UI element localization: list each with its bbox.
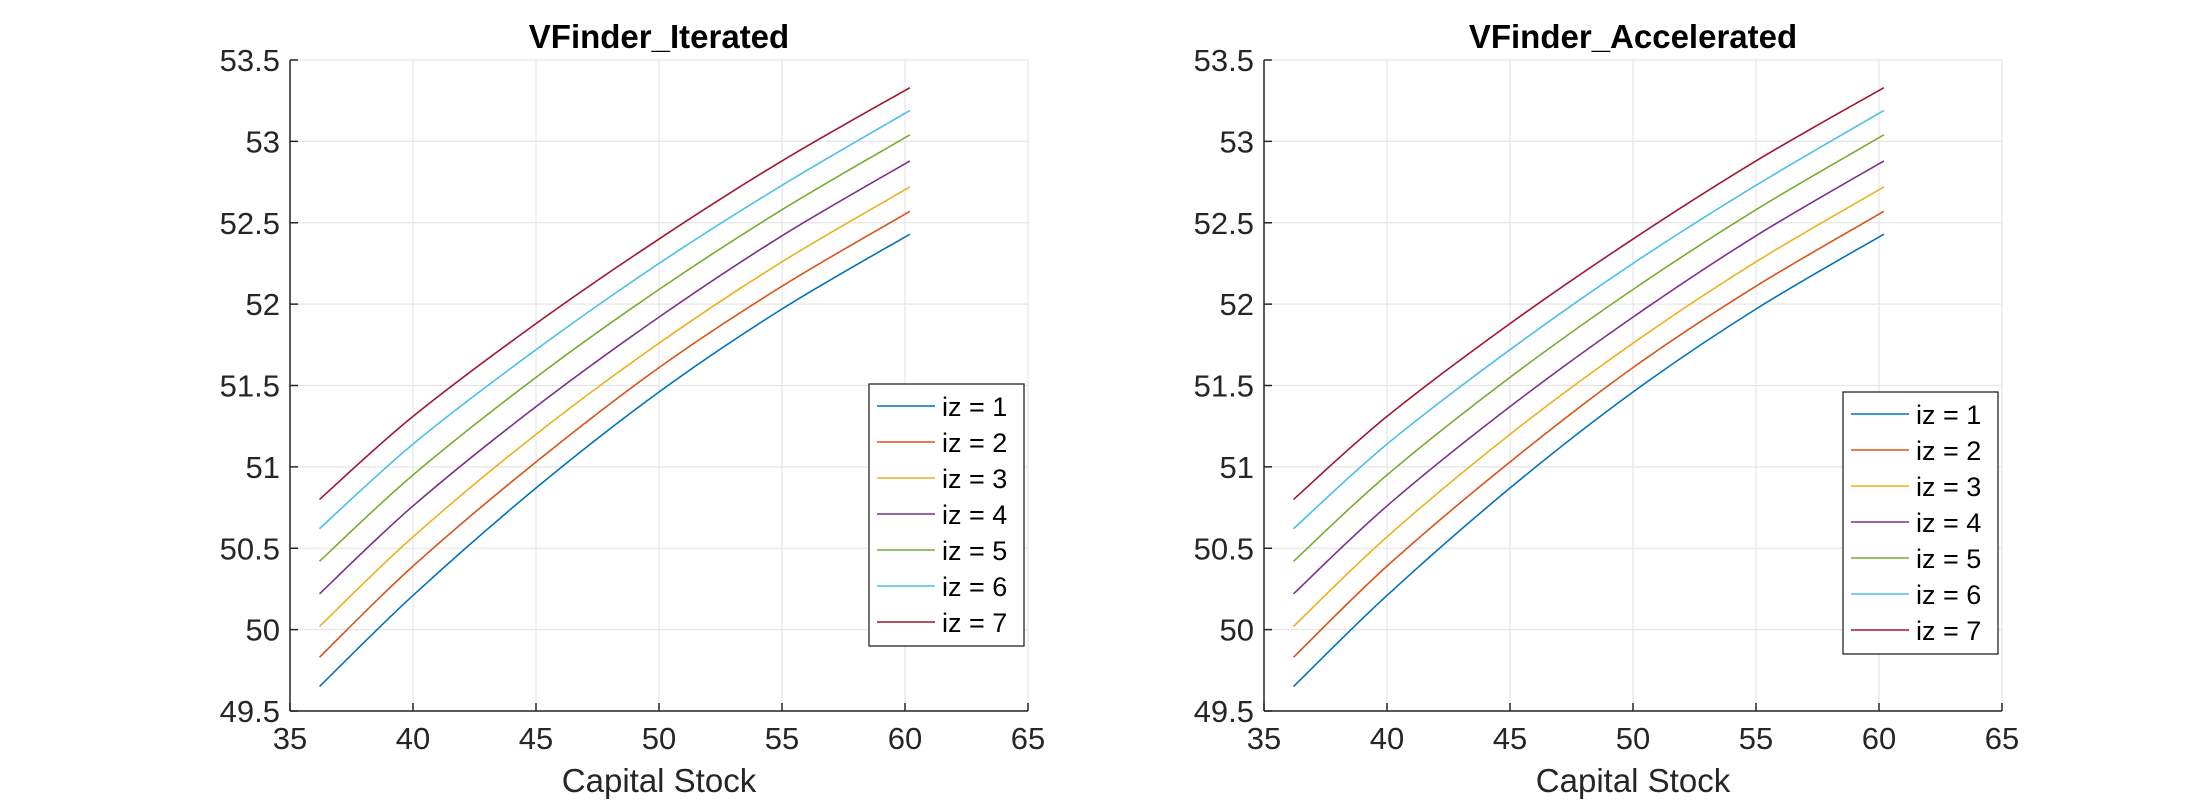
- series-line-iz-2: [1292, 210, 1885, 658]
- series-line-iz-3: [318, 186, 911, 627]
- y-tick-label: 51.5: [220, 369, 280, 404]
- legend-label: iz = 2: [942, 428, 1007, 458]
- series-line-iz-1: [318, 233, 911, 688]
- legend-label: iz = 1: [1916, 400, 1981, 430]
- series-line-iz-6: [1292, 109, 1885, 530]
- legend-label: iz = 6: [1916, 580, 1981, 610]
- y-tick-label: 52: [246, 287, 280, 322]
- y-tick-label: 53.5: [1194, 43, 1254, 78]
- legend: iz = 1 iz = 2 iz = 3 iz = 4 iz = 5 iz = 6 iz =…: [1842, 391, 1999, 655]
- y-tick-label: 51: [1220, 450, 1254, 485]
- y-tick-label: 50.5: [1194, 531, 1254, 566]
- series-line-iz-5: [318, 134, 911, 562]
- x-tick-label: 45: [519, 721, 553, 756]
- legend-label: iz = 7: [942, 608, 1007, 638]
- chart-panel-2: 35 40 45 50 55 60 65 49.5 50 50.5 51 51.5 52 52.5 53 53…: [1194, 18, 2020, 799]
- x-tick-label: 50: [642, 721, 676, 756]
- x-tick-label: 55: [765, 721, 799, 756]
- series-line-iz-4: [1292, 160, 1885, 595]
- legend-box: [1842, 391, 1999, 655]
- legend-label: iz = 6: [942, 572, 1007, 602]
- x-tick-label: 50: [1616, 721, 1650, 756]
- y-tick-label: 52.5: [1194, 206, 1254, 241]
- y-tick-label: 50: [1220, 613, 1254, 648]
- x-tick-label: 40: [396, 721, 430, 756]
- y-tick-label: 52: [1220, 287, 1254, 322]
- series-line-iz-5: [1292, 134, 1885, 562]
- y-tick-label: 51: [246, 450, 280, 485]
- legend-label: iz = 1: [942, 392, 1007, 422]
- x-tick-label: 55: [1739, 721, 1773, 756]
- y-tick-label: 53: [246, 124, 280, 159]
- chart-panel-1: 35 40 45 50 55 60 65 49.5 50 50.5 51 51.5 52 52.5 53 53…: [220, 18, 1046, 799]
- x-axis-label: Capital Stock: [1536, 762, 1731, 799]
- legend-label: iz = 3: [942, 464, 1007, 494]
- x-tick-label: 45: [1493, 721, 1527, 756]
- series-line-iz-3: [1292, 186, 1885, 627]
- x-tick-label: 60: [1862, 721, 1896, 756]
- x-tick-label: 35: [1247, 721, 1281, 756]
- series-line-iz-2: [318, 210, 911, 658]
- x-tick-label: 35: [273, 721, 307, 756]
- y-tick-label: 51.5: [1194, 369, 1254, 404]
- y-tick-label: 49.5: [1194, 694, 1254, 729]
- series-line-iz-7: [1292, 86, 1885, 501]
- legend-box: [868, 383, 1025, 647]
- y-tick-label: 52.5: [220, 206, 280, 241]
- y-tick-label: 53: [1220, 124, 1254, 159]
- x-tick-label: 60: [888, 721, 922, 756]
- legend-label: iz = 7: [1916, 616, 1981, 646]
- legend-label: iz = 2: [1916, 436, 1981, 466]
- chart-title: VFinder_Accelerated: [1469, 18, 1797, 55]
- y-tick-label: 50: [246, 613, 280, 648]
- chart-title: VFinder_Iterated: [529, 18, 789, 55]
- y-tick-label: 53.5: [220, 43, 280, 78]
- x-tick-label: 65: [1011, 721, 1045, 756]
- series-line-iz-1: [1292, 233, 1885, 688]
- legend-label: iz = 5: [942, 536, 1007, 566]
- series-line-iz-4: [318, 160, 911, 595]
- y-tick-label: 49.5: [220, 694, 280, 729]
- x-axis-label: Capital Stock: [562, 762, 757, 799]
- legend-label: iz = 4: [942, 500, 1007, 530]
- legend-label: iz = 5: [1916, 544, 1981, 574]
- legend-label: iz = 3: [1916, 472, 1981, 502]
- x-tick-label: 65: [1985, 721, 2019, 756]
- x-tick-label: 40: [1370, 721, 1404, 756]
- series-line-iz-7: [318, 86, 911, 501]
- legend-label: iz = 4: [1916, 508, 1981, 538]
- legend: iz = 1 iz = 2 iz = 3 iz = 4 iz = 5 iz = 6 iz =…: [868, 383, 1025, 647]
- y-tick-label: 50.5: [220, 531, 280, 566]
- series-line-iz-6: [318, 109, 911, 530]
